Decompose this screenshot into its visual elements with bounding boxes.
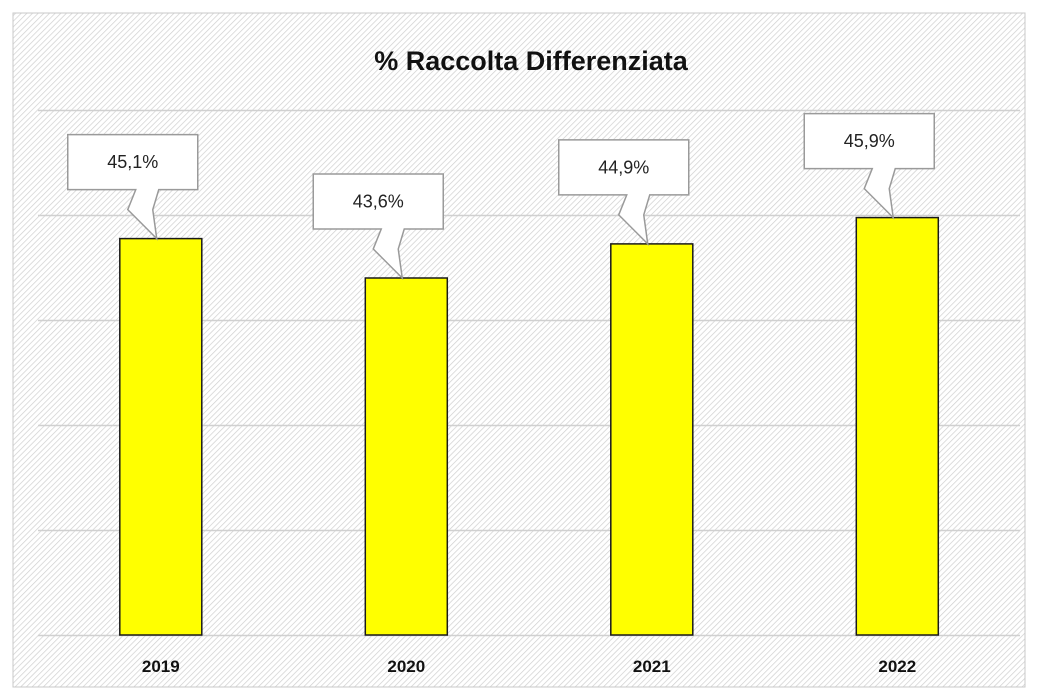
bar-2019: [119, 237, 203, 636]
x-tick-2019: 2019: [142, 657, 180, 676]
bar-2020: [364, 277, 449, 636]
x-axis-ticks: 2019 2020 2021 2022: [142, 657, 916, 676]
callout-2019: [67, 133, 199, 241]
data-label-2020: 43,6%: [353, 192, 404, 212]
callout-2021: [558, 139, 690, 246]
chart-title: % Raccolta Differenziata: [374, 46, 689, 76]
bars: [119, 216, 940, 636]
data-label-2021: 44,9%: [598, 157, 649, 177]
x-tick-2020: 2020: [387, 657, 425, 676]
data-label-callouts: 45,1% 43,6% 44,9% 45,9%: [67, 112, 935, 281]
callout-2020: [312, 173, 444, 281]
callout-2022: [803, 112, 935, 220]
data-label-2019: 45,1%: [107, 152, 158, 172]
x-tick-2021: 2021: [633, 657, 671, 676]
data-label-2022: 45,9%: [844, 131, 895, 151]
bar-2022: [855, 216, 940, 636]
bar-2021: [610, 243, 694, 636]
x-tick-2022: 2022: [878, 657, 916, 676]
